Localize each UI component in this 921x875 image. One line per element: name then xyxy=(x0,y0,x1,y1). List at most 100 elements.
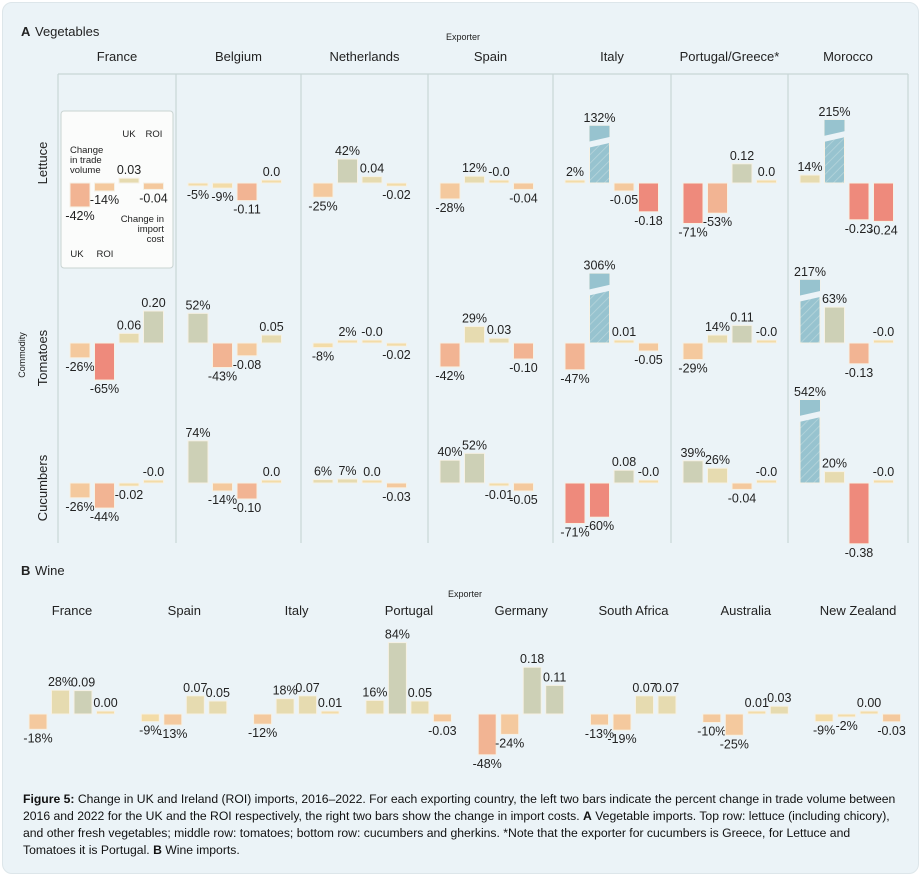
exporter-column-header: New Zealand xyxy=(820,603,897,618)
volume-change-bar xyxy=(69,482,91,499)
cost-change-bar xyxy=(488,337,510,344)
volume-change-bar xyxy=(824,471,845,484)
data-label: -42% xyxy=(435,369,464,383)
cost-change-bar xyxy=(756,339,777,344)
data-label: 542% xyxy=(794,385,826,399)
volume-change-bar xyxy=(212,182,233,189)
data-label: -48% xyxy=(473,757,502,771)
volume-change-bar xyxy=(187,312,209,344)
data-label: -0.04 xyxy=(509,191,538,205)
cost-change-bar xyxy=(756,179,777,184)
cost-change-bar xyxy=(236,342,258,357)
data-label: -47% xyxy=(560,372,589,386)
volume-change-bar xyxy=(590,713,609,726)
exporter-column-header: Italy xyxy=(600,49,624,64)
volume-change-bar xyxy=(439,342,461,368)
cost-change-bar xyxy=(522,666,542,715)
volume-change-bar xyxy=(163,713,183,726)
caption-text: Change in UK and Ireland (ROI) imports, … xyxy=(23,792,896,823)
volume-change-bar xyxy=(464,325,485,344)
legend-cost-label: cost xyxy=(147,234,165,245)
cost-change-bar xyxy=(361,479,383,484)
axis-break-mark xyxy=(588,284,611,296)
data-label: 74% xyxy=(185,426,210,440)
data-label: -5% xyxy=(187,188,209,202)
axis-break-mark xyxy=(588,136,611,148)
data-label: -8% xyxy=(312,350,334,364)
bar-top-segment xyxy=(800,400,820,416)
data-label: 0.09 xyxy=(71,676,95,690)
data-label: -0.05 xyxy=(634,353,663,367)
data-label: 16% xyxy=(362,685,387,699)
cost-change-bar xyxy=(143,310,164,344)
cost-change-bar xyxy=(513,482,534,492)
volume-change-bar xyxy=(824,306,845,344)
volume-change-bar xyxy=(387,642,407,715)
data-label: -26% xyxy=(65,360,94,374)
cost-change-bar xyxy=(386,342,407,347)
volume-change-bar xyxy=(312,342,334,349)
cost-change-bar xyxy=(96,710,115,715)
cost-change-bar xyxy=(638,479,659,484)
cost-change-bar xyxy=(410,700,430,715)
data-label: -0.0 xyxy=(638,465,660,479)
data-label: -26% xyxy=(65,500,94,514)
data-label: -0.08 xyxy=(233,358,262,372)
data-label: -25% xyxy=(720,737,749,751)
data-label: -29% xyxy=(678,362,707,376)
cost-change-bar xyxy=(118,177,140,184)
volume-change-bar xyxy=(500,713,520,735)
cost-change-bar xyxy=(488,179,510,184)
caption-panel-a-label: A xyxy=(583,809,592,823)
data-label: 63% xyxy=(822,292,847,306)
data-label: -0.05 xyxy=(610,193,639,207)
cost-change-bar xyxy=(747,710,767,715)
cost-change-bar xyxy=(261,479,282,484)
cost-change-bar xyxy=(613,469,635,484)
panel-a-xlabel: Exporter xyxy=(446,32,480,42)
data-label: -13% xyxy=(158,727,187,741)
cost-change-bar xyxy=(261,179,282,184)
volume-change-bar xyxy=(564,179,586,184)
cost-change-bar xyxy=(361,339,383,344)
data-label: -9% xyxy=(211,190,233,204)
data-label: -0.05 xyxy=(509,493,538,507)
legend-cost-label: import xyxy=(138,224,165,235)
data-label: -14% xyxy=(90,193,119,207)
data-label: 0.01 xyxy=(745,696,769,710)
panel-b-xlabel: Exporter xyxy=(448,589,482,599)
volume-change-bar xyxy=(337,339,358,344)
volume-change-bar xyxy=(464,452,485,484)
data-label: -25% xyxy=(308,199,337,213)
axis-break-mark xyxy=(799,411,821,422)
cost-change-bar xyxy=(769,705,789,715)
caption-figure-label: Figure 5: xyxy=(23,792,75,806)
data-label: 217% xyxy=(794,265,826,279)
data-label: 0.06 xyxy=(117,318,141,332)
exporter-column-header: Italy xyxy=(285,603,309,618)
volume-change-bar xyxy=(69,182,91,208)
volume-change-bar xyxy=(94,482,115,509)
cost-change-bar xyxy=(143,479,164,484)
data-label: -0.13 xyxy=(845,366,874,380)
data-label: 215% xyxy=(819,105,851,119)
data-label: -0.23 xyxy=(845,222,874,236)
data-label: 12% xyxy=(462,161,487,175)
data-label: 0.18 xyxy=(520,652,544,666)
data-label: 0.07 xyxy=(183,681,207,695)
cost-change-bar xyxy=(635,695,654,715)
data-label: 0.11 xyxy=(730,310,753,324)
data-label: -2% xyxy=(835,719,857,733)
cost-change-bar xyxy=(261,334,282,344)
data-label: 14% xyxy=(797,160,822,174)
exporter-column-header: France xyxy=(97,49,137,64)
caption-text: Wine imports. xyxy=(161,843,240,857)
data-label: 0.03 xyxy=(487,323,511,337)
cost-change-bar xyxy=(185,695,205,715)
data-label: 52% xyxy=(185,298,210,312)
figure-caption: Figure 5: Change in UK and Ireland (ROI)… xyxy=(23,791,903,859)
volume-change-bar xyxy=(337,158,358,184)
data-label: -9% xyxy=(139,724,161,738)
data-label: 6% xyxy=(314,465,332,479)
volume-change-bar xyxy=(337,478,358,484)
